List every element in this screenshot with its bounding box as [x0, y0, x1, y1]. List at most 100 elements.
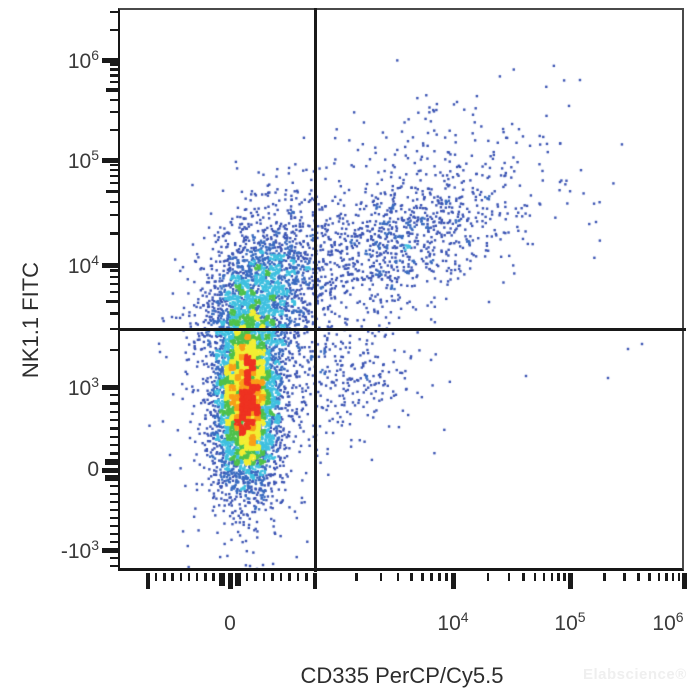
- y-tick: [110, 28, 118, 32]
- y-tick: [110, 213, 118, 217]
- y-tick: [110, 484, 118, 488]
- y-tick: [110, 182, 118, 185]
- y-tick: [102, 262, 118, 268]
- y-tick: [110, 427, 118, 430]
- x-axis-title: CD335 PerCP/Cy5.5: [300, 663, 504, 688]
- y-tick: [110, 312, 118, 315]
- x-tick: [245, 573, 249, 581]
- y-tick: [110, 269, 118, 272]
- y-tick: [110, 98, 118, 101]
- x-tick-label: 106: [652, 609, 684, 635]
- x-tick: [171, 573, 174, 581]
- y-tick: [110, 282, 118, 286]
- x-tick: [550, 573, 554, 581]
- y-tick: [110, 88, 118, 92]
- y-tick: [110, 10, 118, 14]
- y-tick: [110, 452, 118, 455]
- y-tick: [110, 402, 118, 405]
- x-tick: [262, 573, 266, 581]
- x-tick: [430, 573, 433, 581]
- x-tick: [187, 573, 191, 581]
- watermark-logo: Elabscience®: [583, 666, 687, 683]
- x-tick: [557, 573, 560, 581]
- y-tick: [102, 547, 118, 553]
- y-tick: [110, 200, 118, 203]
- y-tick-label: 103: [67, 374, 99, 400]
- x-tick: [155, 573, 158, 581]
- x-tick: [445, 573, 448, 581]
- y-tick: [110, 500, 118, 504]
- x-tick: [665, 573, 668, 581]
- quadrant-gate-vertical-line: [314, 8, 317, 572]
- y-tick: [110, 80, 118, 84]
- x-tick: [227, 573, 233, 589]
- y-tick: [110, 290, 118, 294]
- y-tick: [110, 435, 118, 438]
- y-tick: [102, 57, 118, 63]
- x-tick: [355, 573, 358, 581]
- y-tick: [110, 232, 118, 235]
- y-tick: [110, 419, 118, 422]
- x-tick: [212, 573, 215, 581]
- x-tick: [438, 573, 441, 581]
- y-tick: [110, 460, 118, 463]
- y-tick: [110, 327, 118, 330]
- y-tick: [110, 516, 118, 520]
- y-tick: [110, 163, 118, 166]
- y-tick: [110, 443, 118, 447]
- y-tick: [102, 157, 118, 163]
- x-tick: [533, 573, 536, 581]
- x-tick: [379, 573, 383, 581]
- x-tick: [179, 573, 182, 581]
- y-tick: [110, 556, 118, 560]
- x-tick: [305, 573, 308, 581]
- x-tick: [237, 573, 240, 581]
- x-tick: [542, 573, 546, 581]
- y-tick: [110, 63, 118, 66]
- y-tick-label: 104: [67, 252, 99, 278]
- x-tick: [563, 573, 566, 581]
- x-tick: [671, 573, 675, 581]
- y-tick: [110, 74, 118, 77]
- y-tick: [110, 300, 118, 303]
- x-tick: [410, 573, 413, 581]
- y-tick: [110, 275, 118, 278]
- x-tick: [271, 573, 274, 581]
- x-tick: [681, 573, 687, 589]
- y-tick: [110, 524, 118, 528]
- y-tick: [102, 467, 118, 473]
- x-tick: [657, 573, 660, 581]
- x-tick: [637, 573, 640, 581]
- plot-frame: [118, 8, 684, 571]
- x-tick: [396, 573, 400, 581]
- x-tick: [603, 573, 606, 581]
- y-tick: [110, 508, 118, 512]
- y-tick: [110, 540, 118, 544]
- x-tick: [507, 573, 510, 581]
- x-tick: [623, 573, 626, 581]
- y-tick: [110, 476, 118, 480]
- y-tick-label: 0: [87, 458, 99, 481]
- x-tick: [296, 573, 300, 581]
- x-tick: [254, 573, 257, 581]
- x-tick: [421, 573, 424, 581]
- x-tick: [288, 573, 291, 581]
- y-tick: [110, 128, 118, 132]
- y-tick: [110, 532, 118, 536]
- y-tick: [110, 564, 118, 568]
- y-tick-label: 105: [67, 147, 99, 173]
- x-tick-label: 104: [437, 609, 469, 635]
- x-tick: [648, 573, 651, 581]
- x-tick: [522, 573, 525, 581]
- x-tick-label: 105: [554, 609, 586, 635]
- x-tick: [196, 573, 199, 581]
- x-tick: [220, 573, 223, 581]
- y-tick: [110, 190, 118, 193]
- y-tick: [110, 349, 118, 352]
- quadrant-gate-horizontal-line: [118, 328, 686, 331]
- y-tick: [110, 410, 118, 414]
- y-tick: [110, 168, 118, 172]
- x-tick: [313, 573, 317, 589]
- y-tick-label: -103: [60, 537, 99, 563]
